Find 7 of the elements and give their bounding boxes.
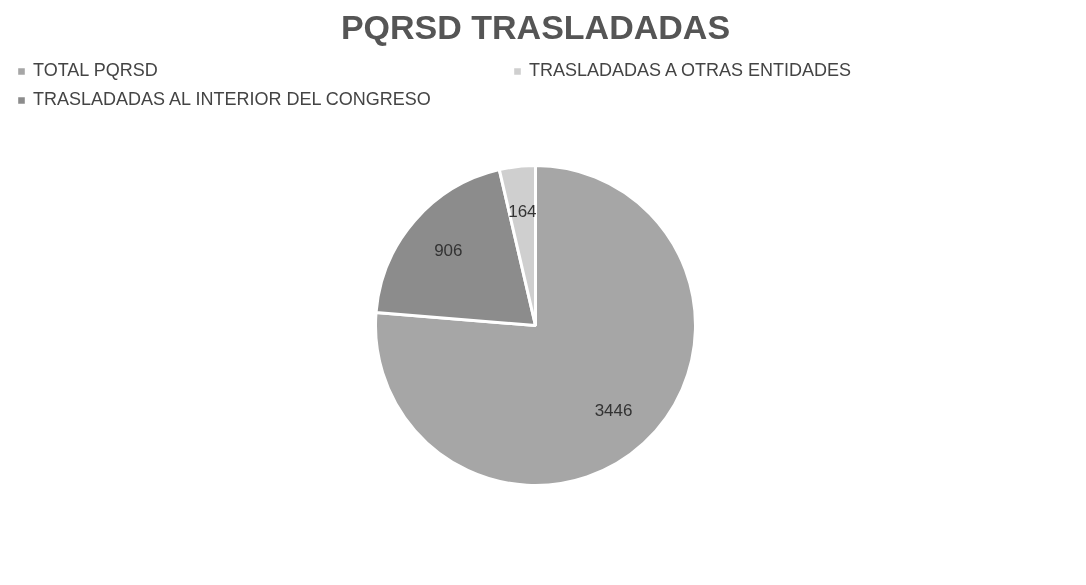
data-label: 3446 bbox=[594, 401, 633, 421]
legend-label: TOTAL PQRSD bbox=[33, 60, 159, 81]
chart-title: PQRSD TRASLADADAS bbox=[340, 7, 731, 46]
legend-label: TRASLADADAS AL INTERIOR DEL CONGRESO bbox=[33, 89, 432, 110]
legend-label: TRASLADADAS A OTRAS ENTIDADES bbox=[529, 60, 853, 81]
data-label: 164 bbox=[508, 202, 537, 222]
data-label: 906 bbox=[434, 241, 463, 261]
